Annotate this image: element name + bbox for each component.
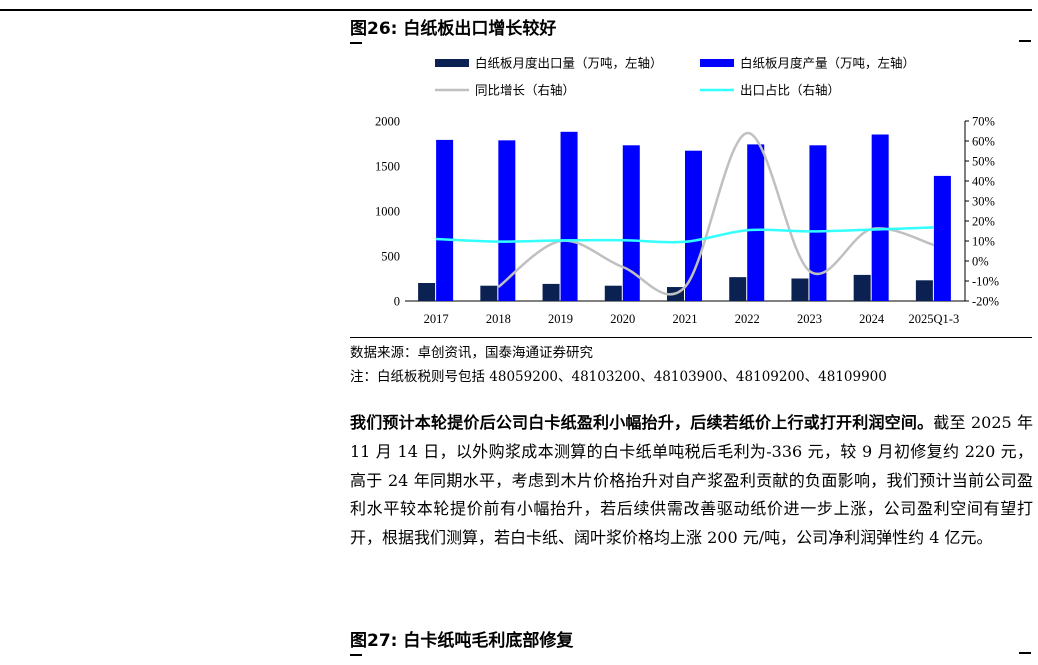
legend-swatch-1 bbox=[700, 59, 734, 67]
line-export-share bbox=[436, 226, 934, 244]
next-figure-rule bbox=[350, 654, 362, 656]
x-tick-label: 2020 bbox=[610, 312, 635, 326]
paragraph-body: 截至 2025 年 11 月 14 日，以外购浆成本测算的白卡纸单吨税后毛利为-… bbox=[350, 413, 1033, 548]
right-axis: -20% -10% 0% 10% 20% 30% 40% 50% 60% 70% bbox=[964, 115, 999, 309]
bar-production bbox=[685, 150, 702, 301]
x-tick-label: 2024 bbox=[859, 312, 885, 326]
lines bbox=[436, 131, 935, 296]
chart-bottom-rule bbox=[350, 337, 1032, 338]
left-tick-label: 1000 bbox=[375, 205, 400, 219]
figure-title-rule-right bbox=[1019, 40, 1031, 42]
right-tick-label: 10% bbox=[972, 235, 995, 249]
right-tick-label: 70% bbox=[972, 115, 995, 129]
bars bbox=[418, 131, 951, 301]
bar-production bbox=[498, 140, 516, 301]
bar-production bbox=[622, 145, 640, 301]
bar-production bbox=[436, 139, 454, 301]
x-tick-label: 2018 bbox=[486, 312, 511, 326]
chart-legend: 白纸板月度出口量（万吨，左轴） 白纸板月度产量（万吨，左轴） 同比增长（右轴） 出口占… bbox=[435, 56, 915, 98]
legend-swatch-0 bbox=[435, 59, 469, 67]
bar-production bbox=[560, 131, 578, 301]
right-tick-label: 20% bbox=[972, 215, 995, 229]
figure-title-rule bbox=[350, 42, 362, 44]
x-tick-label: 2017 bbox=[424, 312, 449, 326]
bar-production bbox=[747, 144, 765, 301]
x-tick-label: 2022 bbox=[735, 312, 760, 326]
bar-production bbox=[809, 145, 827, 301]
header-rule bbox=[0, 9, 1032, 11]
bar-export bbox=[915, 280, 933, 301]
next-figure-rule-right bbox=[1019, 652, 1031, 654]
bar-export bbox=[542, 283, 560, 301]
next-figure-title: 图27: 白卡纸吨毛利底部修复 bbox=[350, 631, 574, 651]
left-tick-label: 500 bbox=[381, 250, 400, 264]
x-tick-label: 2019 bbox=[548, 312, 573, 326]
legend-label-1: 白纸板月度产量（万吨，左轴） bbox=[740, 56, 915, 71]
right-tick-label: 60% bbox=[972, 135, 995, 149]
left-tick-label: 1500 bbox=[375, 160, 400, 174]
left-axis: 0 500 1000 1500 2000 bbox=[375, 115, 400, 309]
bar-export bbox=[418, 283, 436, 301]
legend-label-3: 出口占比（右轴） bbox=[740, 83, 840, 98]
bar-export bbox=[791, 278, 809, 301]
bar-export bbox=[853, 274, 871, 301]
legend-label-0: 白纸板月度出口量（万吨，左轴） bbox=[475, 56, 663, 71]
right-tick-label: 40% bbox=[972, 175, 995, 189]
bar-production bbox=[871, 134, 889, 301]
line-yoy-growth bbox=[497, 131, 935, 296]
footnote: 注：白纸板税则号包括 48059200、48103200、48103900、48… bbox=[350, 369, 887, 385]
figure-title: 图26: 白纸板出口增长较好 bbox=[350, 19, 557, 39]
bar-export bbox=[480, 285, 498, 301]
analysis-paragraph: 我们预计本轮提价后公司白卡纸盈利小幅抬升，后续若纸价上行或打开利润空间。截至 2… bbox=[350, 409, 1033, 553]
x-tick-label: 2025Q1-3 bbox=[909, 312, 960, 326]
right-tick-label: -20% bbox=[972, 295, 999, 309]
left-tick-label: 0 bbox=[394, 295, 400, 309]
right-tick-label: -10% bbox=[972, 275, 999, 289]
bar-export bbox=[729, 277, 747, 301]
source-note: 数据来源：卓创资讯，国泰海通证券研究 bbox=[350, 345, 593, 361]
chart: 白纸板月度出口量（万吨，左轴） 白纸板月度产量（万吨，左轴） 同比增长（右轴） 出口占… bbox=[375, 56, 999, 327]
x-axis: 2017 2018 2019 2020 2021 2022 2023 2024 2025Q1-3 bbox=[405, 300, 965, 326]
x-tick-label: 2023 bbox=[797, 312, 822, 326]
bar-export bbox=[604, 285, 622, 301]
right-tick-label: 0% bbox=[972, 255, 989, 269]
bar-production bbox=[933, 175, 951, 301]
right-tick-label: 50% bbox=[972, 155, 995, 169]
paragraph-lead: 我们预计本轮提价后公司白卡纸盈利小幅抬升，后续若纸价上行或打开利润空间。 bbox=[350, 413, 934, 432]
x-tick-label: 2021 bbox=[673, 312, 698, 326]
legend-label-2: 同比增长（右轴） bbox=[475, 83, 575, 98]
left-tick-label: 2000 bbox=[375, 115, 400, 129]
right-tick-label: 30% bbox=[972, 195, 995, 209]
